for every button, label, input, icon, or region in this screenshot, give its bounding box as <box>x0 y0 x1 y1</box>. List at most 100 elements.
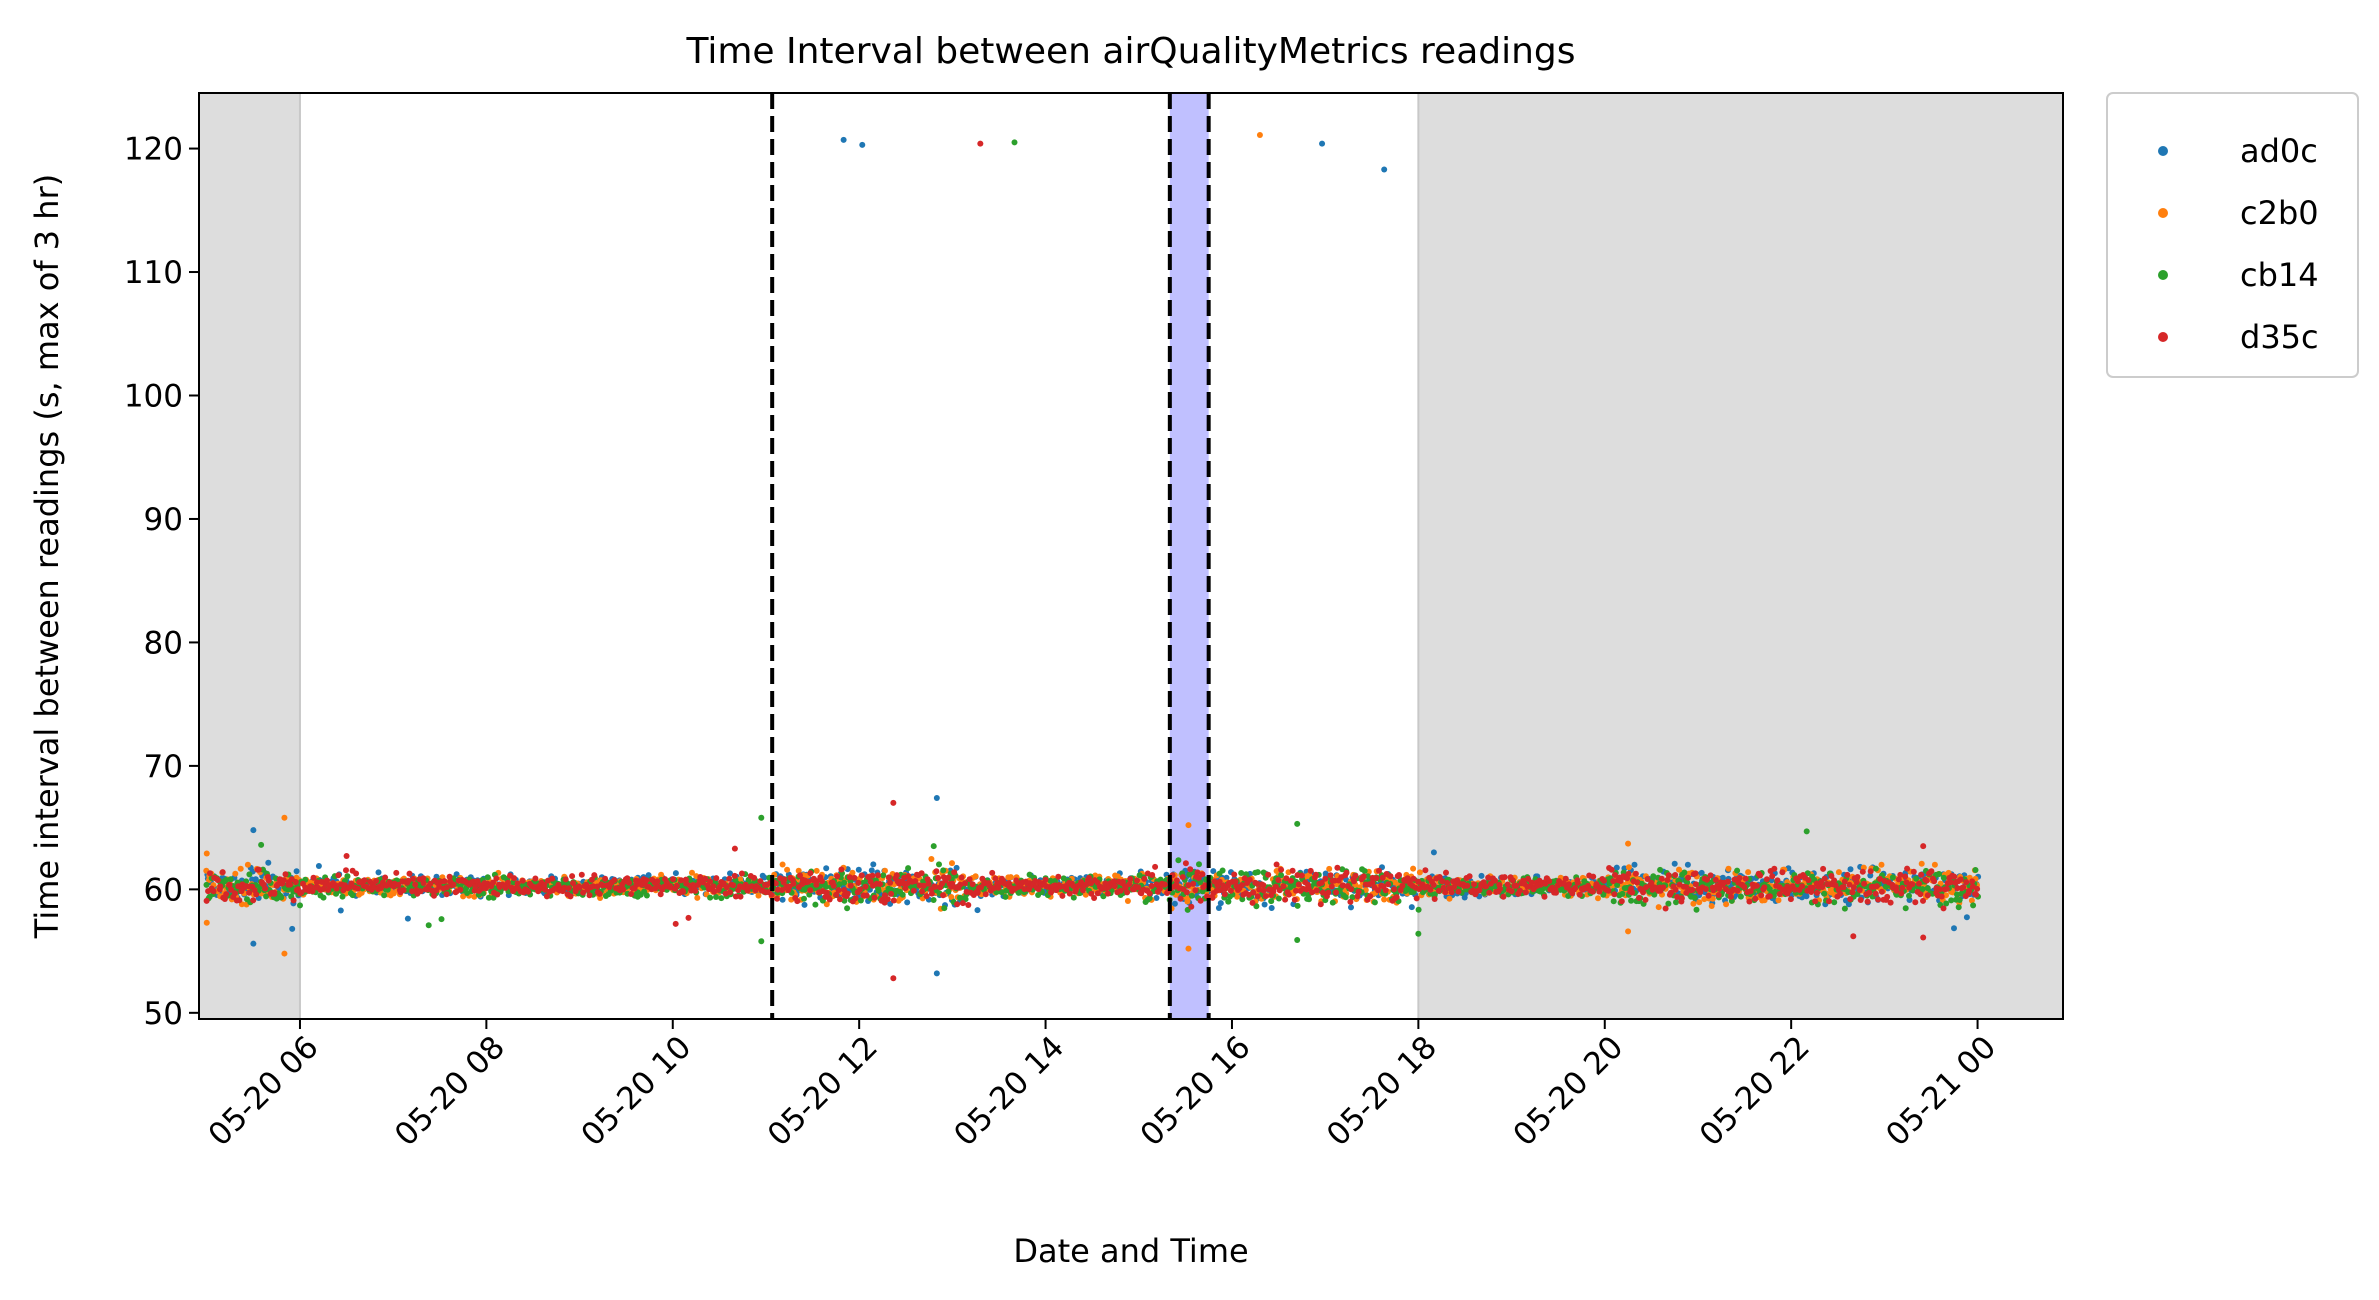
data-point <box>1672 872 1679 878</box>
data-point <box>203 850 210 857</box>
data-point <box>420 880 427 886</box>
data-point <box>1819 884 1826 890</box>
y-tick-label: 70 <box>144 749 183 785</box>
data-point <box>409 888 416 895</box>
data-point <box>1487 880 1494 887</box>
data-point <box>1221 891 1228 898</box>
data-point <box>1188 903 1195 910</box>
data-point <box>1146 895 1153 902</box>
data-point <box>807 887 814 894</box>
data-point <box>1225 898 1232 905</box>
data-point <box>904 899 911 906</box>
data-point <box>1199 871 1206 878</box>
data-point <box>602 875 609 882</box>
data-point <box>1702 886 1709 892</box>
data-point <box>1313 887 1320 894</box>
data-point <box>899 891 906 898</box>
data-point <box>933 970 940 977</box>
data-point <box>1625 870 1632 877</box>
data-point <box>1704 876 1710 883</box>
data-point <box>1673 899 1679 906</box>
data-point <box>941 905 948 912</box>
data-point <box>1179 874 1186 881</box>
data-point <box>928 856 935 862</box>
data-point <box>1042 876 1049 883</box>
data-point <box>1256 131 1263 138</box>
data-point <box>298 889 305 896</box>
data-point <box>1326 865 1333 872</box>
data-point <box>1431 896 1438 902</box>
data-point <box>1954 891 1960 898</box>
data-point <box>1920 934 1927 941</box>
data-point <box>1665 900 1672 907</box>
data-point <box>1192 887 1199 894</box>
data-point <box>1910 868 1917 875</box>
data-point <box>875 887 882 894</box>
data-point <box>282 871 289 878</box>
data-point <box>982 891 989 898</box>
data-point <box>1382 887 1389 894</box>
data-point <box>395 881 402 888</box>
data-point <box>1924 885 1931 892</box>
data-point <box>851 874 858 881</box>
data-point <box>1692 881 1699 888</box>
data-point <box>1690 900 1697 907</box>
data-point <box>471 887 478 894</box>
data-point <box>431 892 437 899</box>
data-point <box>1343 869 1350 876</box>
data-point <box>935 874 942 881</box>
data-point <box>731 872 738 879</box>
data-point <box>562 876 569 883</box>
data-point <box>859 141 866 148</box>
data-point <box>840 136 847 143</box>
data-point <box>1629 889 1636 896</box>
data-point <box>1951 925 1957 932</box>
data-point <box>1135 884 1142 891</box>
data-point <box>1632 870 1639 877</box>
data-point <box>250 940 257 947</box>
data-point <box>893 872 900 879</box>
data-point <box>707 894 714 901</box>
data-point <box>591 872 598 879</box>
data-point <box>620 886 627 893</box>
data-point <box>1328 883 1335 890</box>
data-point <box>484 874 491 881</box>
data-point <box>1293 887 1299 894</box>
data-point <box>875 872 881 879</box>
data-point <box>1500 893 1507 900</box>
data-point <box>1492 877 1498 884</box>
data-point <box>1872 890 1879 897</box>
data-point <box>1513 882 1520 889</box>
x-tick-label: 05-20 20 <box>1506 1029 1630 1153</box>
data-point <box>738 870 745 877</box>
data-point <box>774 895 781 902</box>
data-point <box>834 873 841 880</box>
data-point <box>1741 884 1748 890</box>
data-point <box>281 814 288 821</box>
data-point <box>1261 901 1268 908</box>
data-point <box>1903 879 1910 886</box>
data-point <box>713 875 720 882</box>
data-point <box>1856 887 1863 893</box>
data-point <box>1631 861 1638 868</box>
data-point <box>844 890 851 897</box>
data-point <box>1859 868 1866 875</box>
data-point <box>1035 886 1042 893</box>
data-point <box>1291 896 1298 903</box>
data-point <box>945 874 952 881</box>
data-point <box>1416 869 1423 876</box>
data-point <box>1775 897 1782 904</box>
data-point <box>1814 889 1821 896</box>
data-point <box>1202 882 1209 889</box>
data-point <box>246 871 253 878</box>
data-point <box>1059 892 1066 899</box>
x-axis-label: Date and Time <box>1013 1232 1248 1270</box>
data-point <box>258 841 265 848</box>
data-point <box>1685 874 1692 881</box>
data-point <box>1280 883 1287 890</box>
data-point <box>1763 876 1770 883</box>
data-point <box>680 888 687 895</box>
data-point <box>263 893 270 900</box>
data-point <box>1619 890 1626 897</box>
data-point <box>1381 166 1388 173</box>
